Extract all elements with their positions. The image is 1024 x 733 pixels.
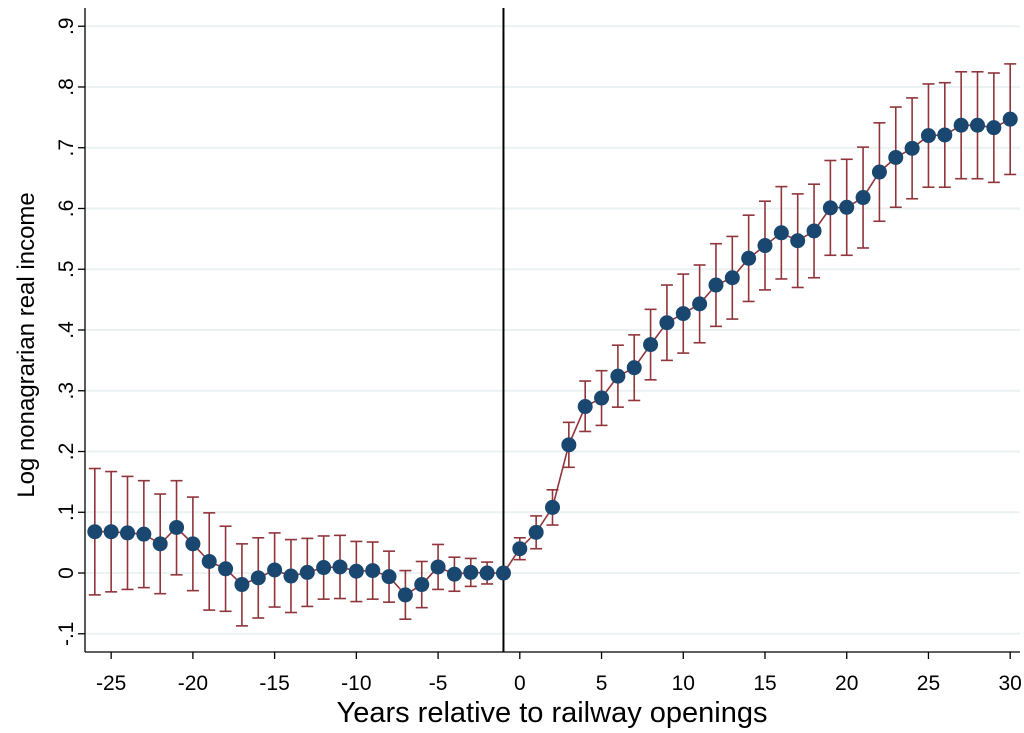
data-point [152,536,168,552]
x-tick-label: -5 [429,672,448,695]
x-tick-label: 20 [835,672,858,695]
data-point [659,315,675,331]
data-point [545,499,560,515]
x-tick-label: 30 [999,672,1022,695]
x-tick-label: 25 [917,672,940,695]
x-tick-label: 5 [596,672,608,695]
data-point [87,524,103,540]
y-tick-label: -.1 [55,622,78,647]
data-point [381,569,397,585]
data-point [479,565,495,581]
data-point [790,233,806,249]
data-point [708,277,724,293]
data-point [103,524,119,540]
data-point [332,559,348,575]
x-tick-label: -15 [259,672,289,695]
data-point [495,565,511,581]
y-tick-label: .4 [55,321,78,339]
y-tick-label: 0 [55,567,78,579]
grid-lines [85,25,1020,635]
data-point [577,399,593,415]
data-point [757,238,773,254]
data-point [594,390,610,406]
data-point [741,250,757,266]
data-points [87,111,1018,603]
data-point [626,360,642,376]
data-point [234,577,250,593]
data-point [365,563,381,579]
data-point [283,568,299,584]
data-point [773,225,789,241]
data-point [528,524,544,540]
x-tick-label: -20 [178,672,208,695]
data-point [855,190,871,206]
data-point [250,570,266,586]
data-point [937,127,953,143]
data-point [1002,111,1018,127]
data-point [169,519,185,535]
data-point [185,536,201,552]
data-point [397,587,413,603]
y-tick-label: .1 [55,504,78,522]
y-tick-label: .7 [55,139,78,157]
data-point [463,564,479,580]
y-tick-label: .2 [55,443,78,461]
data-point [806,223,822,239]
data-point [512,541,528,557]
data-point [871,164,887,180]
data-point [970,117,985,133]
tick-labels: -.1 0 .1 .2 .3 .4 .5 .6 .7 .8 .9 -25 -20 -15 -10 -5 0 5 10… [55,17,1022,695]
data-point [986,120,1002,136]
y-axis-title: Log nonagrarian real income [13,192,40,498]
data-point [430,559,446,575]
x-tick-label: -10 [341,672,371,695]
axes [78,8,1020,659]
data-point [675,306,691,322]
x-tick-label: 15 [753,672,776,695]
data-point [904,140,920,156]
data-point [201,553,217,569]
data-point [724,270,740,286]
x-axis-title: Years relative to railway openings [337,697,768,729]
y-tick-label: .8 [55,78,78,96]
data-point [692,296,708,312]
data-point [920,128,936,144]
x-tick-label: 0 [514,672,526,695]
data-point [953,117,969,133]
y-tick-label: .9 [55,17,78,35]
data-point [299,564,315,580]
data-point [218,561,234,577]
y-tick-label: .3 [55,382,78,400]
data-point [561,437,577,453]
x-tick-label: -25 [96,672,126,695]
data-point [136,526,152,542]
data-point [822,200,838,216]
data-point [348,563,364,579]
data-point [839,199,855,215]
x-tick-label: 10 [672,672,695,695]
data-point [120,525,135,541]
data-point [267,562,283,578]
data-point [888,149,904,165]
data-point [446,566,462,582]
y-tick-label: .5 [55,260,78,278]
data-point [610,368,626,384]
data-point [316,560,332,576]
y-tick-label: .6 [55,200,78,218]
data-point [414,577,430,593]
data-point [643,337,659,353]
